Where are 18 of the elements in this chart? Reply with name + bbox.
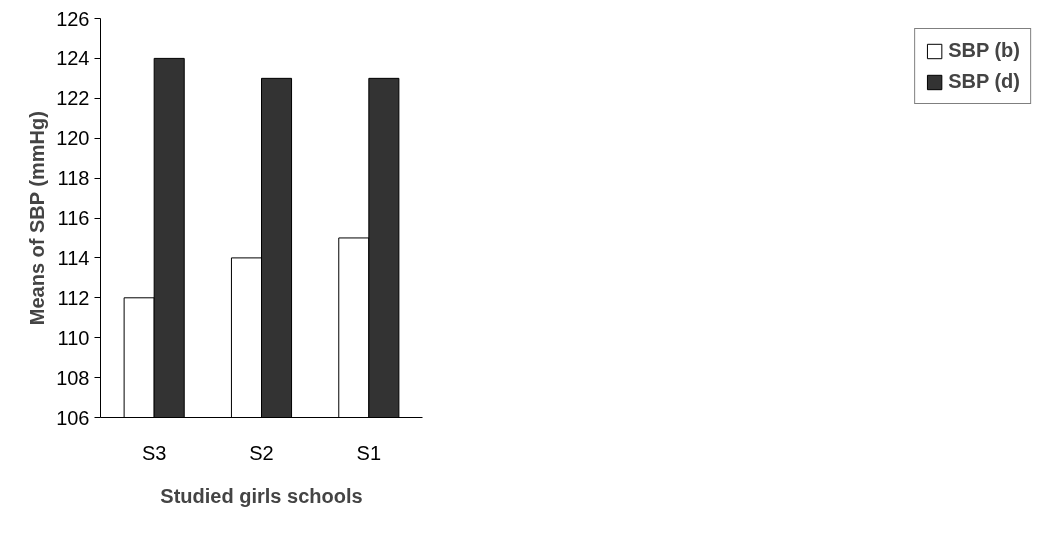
y-tick-label: 106 <box>56 406 90 429</box>
y-tick-label: 126 <box>56 7 90 30</box>
y-tick-label: 116 <box>57 207 90 229</box>
y-axis-title: Means of SBP (mmHg) <box>26 111 49 326</box>
y-tick-label: 114 <box>57 246 90 269</box>
legend-label: SBP (d) <box>948 70 1020 93</box>
y-tick-label: 110 <box>57 326 90 349</box>
y-tick-label: 124 <box>56 47 90 70</box>
y-tick-label: 118 <box>57 167 90 190</box>
x-axis-title: Studied girls schools <box>160 484 363 507</box>
y-tick-label: 122 <box>56 87 90 110</box>
y-tick-label: 108 <box>56 366 90 389</box>
y-tick-label: 112 <box>57 286 90 309</box>
x-tick-label: S3 <box>141 441 167 464</box>
x-tick-label: S1 <box>356 441 382 464</box>
y-tick-label: 120 <box>56 127 90 150</box>
legend-label: SBP (b) <box>948 39 1020 62</box>
x-tick-label: S2 <box>249 441 274 464</box>
